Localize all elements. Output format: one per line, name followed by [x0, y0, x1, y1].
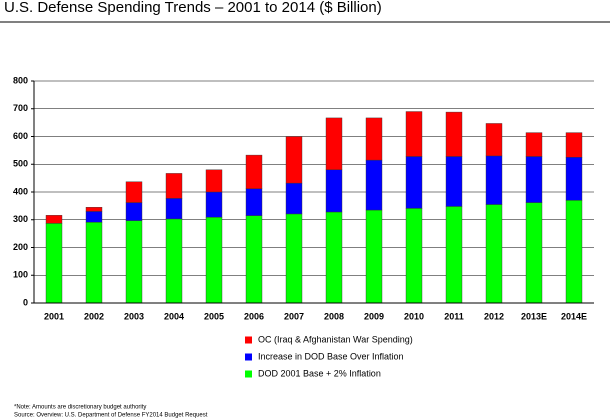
x-tick-label: 2005	[204, 311, 224, 321]
bar-segment	[445, 111, 463, 157]
note: *Note: Amounts are discretionary budget …	[14, 405, 146, 411]
bar-segment	[165, 198, 183, 220]
bar-segment	[285, 182, 303, 215]
x-tick-label: 2007	[284, 311, 304, 321]
bar-segment	[45, 223, 63, 304]
bar-segment	[85, 222, 103, 304]
legend-label: OC (Iraq & Afghanistan War Spending)	[258, 334, 413, 344]
bar-segment	[485, 155, 503, 205]
bar-segment	[365, 209, 383, 304]
bar-segment	[85, 207, 103, 212]
bar-segment	[245, 215, 263, 304]
x-tick-label: 2011	[444, 311, 464, 321]
bar-segment	[45, 215, 63, 224]
bar-segment	[405, 156, 423, 209]
bar-segment	[85, 211, 103, 223]
y-tick-label: 400	[13, 186, 28, 196]
legend-label: Increase in DOD Base Over Inflation	[258, 351, 404, 361]
chart-title: U.S. Defense Spending Trends – 2001 to 2…	[4, 0, 382, 16]
note: Source: Overview: U.S. Department of Def…	[14, 413, 208, 419]
bar-segment	[405, 111, 423, 157]
x-tick-label: 2010	[404, 311, 424, 321]
bar-segment	[405, 208, 423, 304]
y-tick-label: 300	[13, 214, 28, 224]
bar-segment	[245, 188, 263, 216]
x-tick-label: 2003	[124, 311, 144, 321]
bar-segment	[205, 217, 223, 304]
bar-segment	[485, 123, 503, 157]
y-tick-label: 800	[13, 75, 28, 85]
x-tick-label: 2001	[44, 311, 64, 321]
bar-segment	[205, 169, 223, 193]
bar-segment	[485, 204, 503, 304]
bar-segment	[525, 202, 543, 304]
legend-label: DOD 2001 Base + 2% Inflation	[258, 368, 381, 378]
y-tick-label: 700	[13, 103, 28, 113]
bar-segment	[445, 156, 463, 207]
y-tick-label: 100	[13, 270, 28, 280]
bar-segment	[445, 206, 463, 304]
bar-segment	[325, 117, 343, 171]
y-tick-label: 0	[23, 297, 28, 307]
x-tick-label: 2006	[244, 311, 264, 321]
bar-segment	[365, 117, 383, 161]
bar-segment	[285, 213, 303, 304]
bar-segment	[125, 181, 143, 203]
x-tick-label: 2014E	[561, 311, 587, 321]
bar-segment	[325, 169, 343, 213]
y-tick-label: 200	[13, 242, 28, 252]
x-tick-label: 2009	[364, 311, 384, 321]
x-tick-label: 2004	[164, 311, 184, 321]
bar-segment	[125, 220, 143, 304]
bar-segment	[165, 173, 183, 199]
bar-segment	[565, 157, 583, 201]
bar-segment	[565, 200, 583, 304]
bar-segment	[525, 156, 543, 203]
x-tick-label: 2012	[484, 311, 504, 321]
bar-segment	[365, 159, 383, 211]
bar-segment	[205, 191, 223, 218]
bar-segment	[525, 132, 543, 157]
bar-segment	[165, 218, 183, 304]
bar-segment	[245, 154, 263, 189]
x-tick-label: 2002	[84, 311, 104, 321]
legend-swatch	[245, 353, 252, 361]
bar-segment	[325, 211, 343, 304]
bar-segment	[285, 136, 303, 184]
bar-segment	[565, 132, 583, 158]
legend-swatch	[245, 370, 252, 378]
x-tick-label: 2013E	[521, 311, 547, 321]
x-tick-label: 2008	[324, 311, 344, 321]
y-tick-label: 600	[13, 131, 28, 141]
bar-segment	[125, 202, 143, 221]
y-tick-label: 500	[13, 159, 28, 169]
legend-swatch	[245, 336, 252, 344]
